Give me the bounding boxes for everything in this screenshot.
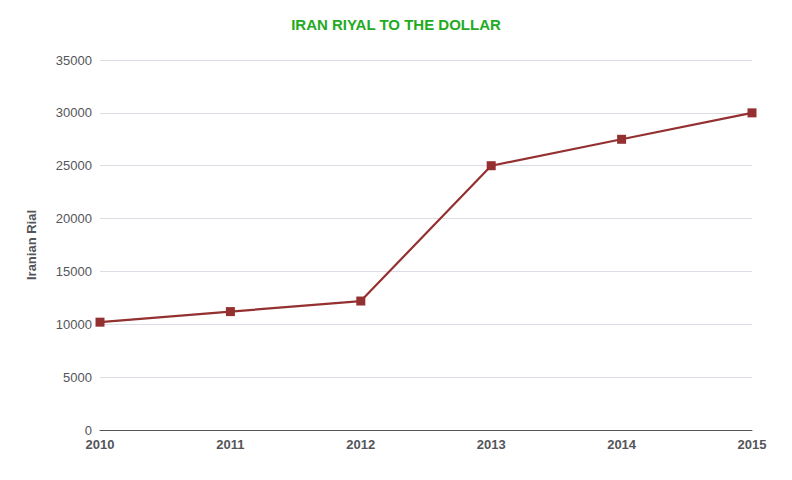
svg-text:IRAN RIYAL TO THE DOLLAR: IRAN RIYAL TO THE DOLLAR <box>291 16 501 33</box>
svg-text:15000: 15000 <box>56 264 92 279</box>
svg-text:5000: 5000 <box>63 370 92 385</box>
svg-text:2011: 2011 <box>216 437 244 452</box>
svg-text:25000: 25000 <box>56 158 92 173</box>
svg-text:2013: 2013 <box>477 437 506 452</box>
svg-text:35000: 35000 <box>56 53 92 68</box>
svg-text:10000: 10000 <box>56 317 92 332</box>
svg-text:0: 0 <box>85 423 92 438</box>
svg-text:2010: 2010 <box>86 437 115 452</box>
svg-text:2012: 2012 <box>346 437 375 452</box>
svg-text:2014: 2014 <box>607 437 637 452</box>
svg-text:Iranian Rial: Iranian Rial <box>24 210 39 280</box>
svg-text:20000: 20000 <box>56 211 92 226</box>
svg-text:30000: 30000 <box>56 105 92 120</box>
svg-text:2015: 2015 <box>738 437 767 452</box>
